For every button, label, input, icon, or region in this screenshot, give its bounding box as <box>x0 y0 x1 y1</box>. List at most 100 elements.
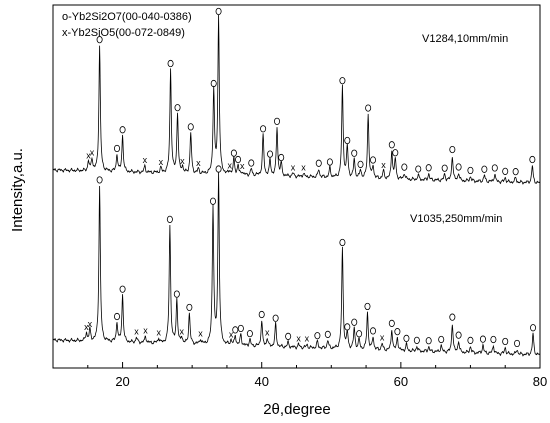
peak-marker-o <box>174 104 181 112</box>
peak-marker-o <box>210 79 217 88</box>
peak-marker-o <box>119 126 126 134</box>
peak-marker-x: x <box>227 161 232 171</box>
peak-marker-o <box>272 314 279 322</box>
peak-marker-o <box>258 310 265 319</box>
peak-marker-o <box>248 159 255 167</box>
peak-marker-o <box>530 324 537 332</box>
peak-marker-o <box>230 149 237 157</box>
peak-marker-o <box>370 327 377 335</box>
peak-marker-o <box>215 165 222 173</box>
peak-marker-o <box>415 165 422 173</box>
peak-marker-x: x <box>240 161 245 171</box>
peak-marker-o <box>467 166 474 175</box>
peak-marker-x: x <box>86 151 91 161</box>
peak-marker-o <box>455 163 462 171</box>
peak-marker-o <box>425 164 432 172</box>
peak-marker-x: x <box>380 333 385 343</box>
peak-marker-x: x <box>381 160 386 170</box>
peak-marker-x: x <box>180 156 185 166</box>
peak-marker-o <box>96 176 103 184</box>
series-label-v1035: V1035,250mm/min <box>410 213 502 225</box>
peak-marker-o <box>364 302 371 311</box>
diffraction-curves <box>52 14 541 357</box>
peak-marker-o <box>490 335 497 344</box>
peak-marker-o <box>481 165 488 173</box>
peak-marker-x: x <box>198 329 203 339</box>
peak-marker-o <box>449 145 456 154</box>
y-axis-title: Intensity,a.u. <box>9 148 26 232</box>
peak-marker-o <box>356 330 363 338</box>
peak-marker-o <box>441 164 448 172</box>
peak-marker-o <box>425 337 432 345</box>
peak-marker-o <box>119 285 126 293</box>
peak-marker-o <box>167 59 174 68</box>
x-tick-label: 80 <box>533 374 547 389</box>
peak-marker-x: x <box>134 327 139 337</box>
peak-marker-o <box>166 215 173 223</box>
peak-marker-o <box>344 323 351 331</box>
peak-marker-x: x <box>84 322 89 332</box>
peak-marker-o <box>232 326 239 334</box>
peak-marker-x: x <box>156 327 161 337</box>
peak-marker-o <box>210 197 217 205</box>
peak-marker-x: x <box>90 147 95 157</box>
peak-marker-x: x <box>265 328 270 338</box>
peak-marker-o <box>315 159 322 167</box>
curve-series-2 <box>52 171 541 357</box>
x-axis-title: 2θ,degree <box>263 401 331 418</box>
peak-marker-o <box>285 332 292 340</box>
peak-marker-o <box>388 141 395 149</box>
peak-marker-x: x <box>159 157 164 167</box>
peak-marker-o <box>467 336 474 344</box>
peak-marker-x: x <box>301 163 306 173</box>
peak-marker-o <box>351 149 358 157</box>
peak-marker-o <box>235 155 242 164</box>
peak-marker-o <box>370 156 377 164</box>
peak-marker-o <box>173 290 180 298</box>
peak-marker-o <box>512 168 519 176</box>
peak-marker-o <box>449 313 456 321</box>
peak-marker-x: x <box>291 162 296 172</box>
peak-marker-o <box>365 104 372 112</box>
x-tick-label: 20 <box>115 374 129 389</box>
legend-entry-yb2si2o7: o-Yb2Si2O7(00-040-0386) <box>62 11 192 23</box>
peak-marker-o <box>324 330 331 338</box>
peak-marker-o <box>314 332 321 340</box>
peak-marker-o <box>491 164 498 172</box>
peak-marker-o <box>388 319 395 327</box>
x-tick-label: 40 <box>254 374 268 389</box>
peak-marker-o <box>339 77 346 85</box>
peak-marker-o <box>246 329 253 338</box>
peak-marker-x: x <box>143 325 148 335</box>
series-label-v1284: V1284,10mm/min <box>422 33 508 45</box>
x-tick-label: 60 <box>394 374 408 389</box>
peak-marker-o <box>339 238 346 247</box>
legend-entry-yb2sio5: x-Yb2SiO5(00-072-0849) <box>62 27 185 39</box>
peak-marker-o <box>187 123 194 131</box>
peak-marker-o <box>479 335 486 343</box>
peak-marker-o <box>502 337 509 346</box>
peak-marker-o <box>215 7 222 16</box>
peak-marker-o <box>455 331 462 339</box>
peak-marker-o <box>502 167 509 175</box>
peak-marker-o <box>114 144 121 153</box>
peak-marker-x: x <box>305 334 310 344</box>
peak-marker-o <box>392 149 399 157</box>
peak-marker-o <box>237 324 244 333</box>
peak-marker-o <box>351 318 358 326</box>
peak-marker-o <box>438 335 445 344</box>
peak-marker-x: x <box>179 326 184 336</box>
peak-marker-x: x <box>229 330 234 340</box>
peak-marker-o <box>114 312 121 321</box>
peak-marker-o <box>274 117 281 125</box>
peak-marker-o <box>267 150 274 158</box>
peak-marker-o <box>514 339 521 348</box>
curve-series-1 <box>52 14 541 185</box>
peak-marker-o <box>401 163 408 171</box>
peak-marker-o <box>96 36 103 44</box>
peak-marker-x: x <box>296 333 301 343</box>
peak-marker-o <box>403 334 410 343</box>
peak-marker-o <box>357 160 364 168</box>
